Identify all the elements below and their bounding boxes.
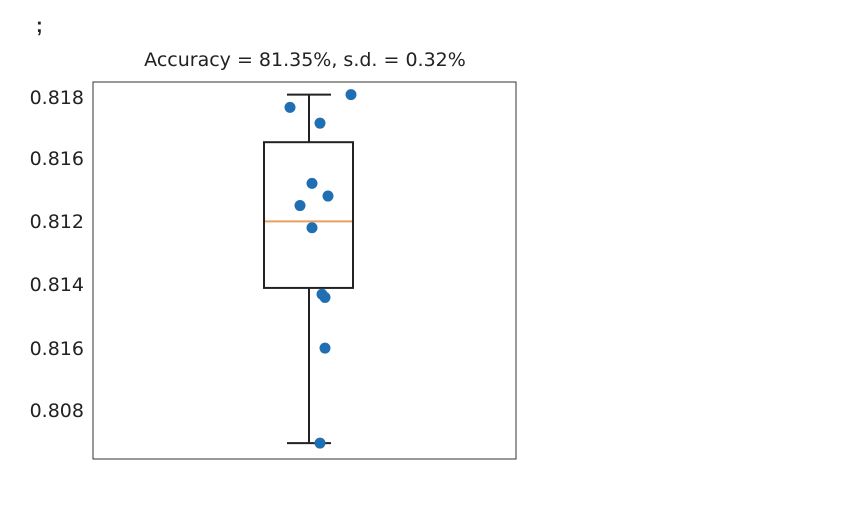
data-point [306, 177, 318, 189]
y-tick-label: 0.816 [30, 148, 84, 170]
y-tick-label: 0.812 [30, 211, 84, 233]
y-tick-label: 0.818 [30, 87, 84, 109]
plot-frame [92, 81, 517, 460]
data-point [314, 437, 326, 449]
data-points [284, 89, 357, 449]
iqr-box [263, 141, 354, 289]
data-point [345, 89, 357, 101]
data-point [314, 117, 326, 129]
data-point [284, 101, 296, 113]
data-point [294, 200, 306, 212]
corner-mark: ; [36, 15, 43, 37]
data-point [319, 342, 331, 354]
y-tick-label: 0.808 [30, 400, 84, 422]
y-tick-label: 0.814 [30, 274, 84, 296]
box-and-whiskers [263, 93, 354, 445]
y-axis-ticks: 0.818 0.816 0.812 0.814 0.816 0.808 [30, 87, 84, 422]
data-point [322, 190, 334, 202]
chart-title: Accuracy = 81.35%, s.d. = 0.32% [144, 49, 466, 71]
y-tick-label: 0.816 [30, 338, 84, 360]
data-point [319, 291, 331, 303]
data-point [306, 222, 318, 234]
